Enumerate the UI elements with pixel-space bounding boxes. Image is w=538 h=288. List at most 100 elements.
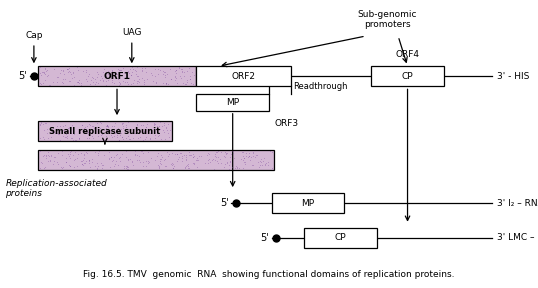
Point — [177, 67, 186, 72]
Point — [151, 158, 160, 163]
Point — [85, 71, 94, 76]
Point — [176, 151, 185, 155]
Point — [165, 135, 173, 139]
Point — [173, 152, 181, 157]
Point — [178, 67, 186, 71]
Point — [100, 66, 109, 71]
Point — [180, 165, 189, 170]
Point — [52, 80, 61, 85]
Point — [80, 126, 89, 130]
Text: 5': 5' — [260, 233, 269, 242]
Point — [63, 152, 72, 157]
Point — [153, 154, 161, 158]
Point — [193, 158, 202, 163]
Point — [193, 164, 202, 169]
Point — [254, 164, 263, 169]
Point — [74, 136, 83, 141]
Point — [110, 162, 119, 166]
Point — [40, 165, 48, 170]
Point — [253, 153, 261, 157]
Point — [156, 156, 165, 161]
Point — [203, 160, 212, 165]
Point — [167, 162, 175, 167]
Point — [137, 149, 145, 154]
Point — [52, 131, 61, 136]
Point — [143, 122, 151, 126]
Point — [105, 150, 114, 154]
Point — [55, 128, 63, 133]
Point — [221, 155, 230, 160]
Point — [155, 124, 164, 128]
Point — [133, 78, 141, 83]
Point — [61, 160, 70, 164]
Point — [137, 123, 145, 128]
Point — [84, 158, 93, 163]
Point — [65, 154, 73, 159]
Point — [49, 159, 58, 163]
Point — [82, 67, 91, 72]
Point — [239, 156, 248, 160]
Point — [61, 160, 70, 164]
Point — [182, 82, 190, 87]
Point — [232, 163, 240, 168]
Point — [55, 71, 64, 75]
Point — [120, 166, 129, 170]
Point — [104, 77, 112, 82]
Point — [74, 151, 82, 156]
Point — [47, 134, 55, 139]
Point — [127, 72, 136, 77]
Point — [153, 131, 161, 136]
Point — [115, 75, 124, 79]
Point — [53, 75, 61, 79]
Point — [237, 150, 246, 154]
Point — [103, 123, 112, 127]
Point — [144, 150, 152, 154]
Text: Sub-genomic
promoters: Sub-genomic promoters — [358, 10, 417, 29]
Point — [150, 127, 158, 131]
Point — [129, 162, 138, 167]
Point — [54, 162, 62, 166]
Point — [76, 81, 85, 85]
Point — [132, 72, 140, 77]
Point — [98, 166, 107, 170]
Point — [87, 78, 95, 83]
Point — [74, 79, 82, 84]
Point — [222, 150, 231, 155]
Point — [104, 69, 113, 74]
Point — [148, 79, 157, 84]
Point — [63, 126, 72, 130]
Point — [162, 126, 171, 130]
Point — [261, 162, 270, 166]
Point — [38, 134, 47, 139]
Point — [74, 135, 83, 140]
Text: Replication-associated
proteins: Replication-associated proteins — [5, 179, 107, 198]
Point — [103, 72, 112, 76]
Point — [122, 125, 130, 129]
Point — [174, 65, 183, 69]
Point — [36, 136, 44, 141]
Point — [88, 75, 96, 79]
Point — [119, 137, 128, 141]
Point — [61, 134, 69, 139]
Point — [75, 137, 83, 142]
Point — [141, 70, 150, 75]
Point — [140, 77, 148, 82]
Point — [40, 137, 48, 141]
Point — [175, 154, 183, 159]
Point — [48, 130, 56, 134]
Point — [244, 151, 253, 156]
Point — [157, 137, 165, 141]
Point — [49, 162, 58, 166]
Point — [130, 78, 139, 83]
Point — [241, 161, 250, 166]
Point — [84, 130, 93, 134]
Point — [157, 162, 166, 166]
Point — [90, 76, 99, 81]
Point — [73, 155, 81, 160]
Point — [91, 124, 100, 129]
Point — [45, 158, 54, 163]
Point — [186, 76, 194, 81]
Point — [256, 157, 265, 161]
Point — [172, 76, 180, 81]
Point — [134, 158, 143, 163]
